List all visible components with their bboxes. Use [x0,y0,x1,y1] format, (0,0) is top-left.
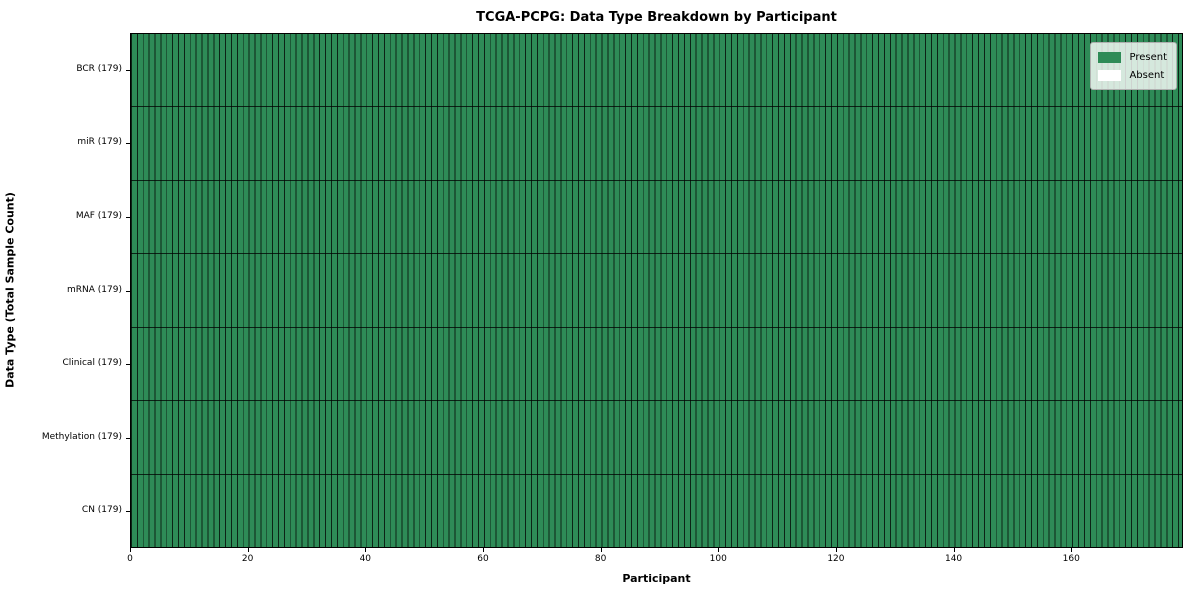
y-tick-label: BCR (179) [76,63,122,74]
y-tick-label: MAF (179) [75,210,122,221]
x-tick-mark [365,548,367,552]
y-tick-label: Clinical (179) [62,358,122,369]
x-tick-label: 0 [127,554,133,564]
x-tick-mark [718,548,720,552]
chart-title: TCGA-PCPG: Data Type Breakdown by Partic… [476,10,837,25]
x-tick-label: 80 [594,554,607,564]
heatmap-rows [131,34,1182,547]
heat-row [131,106,1182,180]
x-tick-mark [835,548,837,552]
heat-row [131,400,1182,474]
plot-area: Present Absent [130,33,1183,548]
y-tick-label: mRNA (179) [67,284,122,295]
legend: Present Absent [1090,42,1177,90]
y-tick-mark [126,143,130,145]
x-tick-label: 40 [359,554,372,564]
legend-item: Present [1098,48,1167,66]
heat-row [131,473,1182,547]
x-tick-label: 60 [477,554,489,564]
y-tick-label: CN (179) [81,505,122,516]
y-tick-mark [126,216,130,218]
y-tick-label: Methylation (179) [41,431,122,442]
y-tick-mark [126,437,130,439]
x-tick-mark [482,548,484,552]
y-tick-mark [126,69,130,71]
x-tick-mark [953,548,955,552]
x-tick-mark [247,548,249,552]
x-tick-mark [600,548,602,552]
heat-row [131,326,1182,401]
y-tick-mark [126,511,130,513]
x-tick-label: 20 [241,554,254,564]
y-tick-mark [126,290,130,292]
x-tick-label: 140 [944,554,963,564]
x-axis-label: Participant [622,572,691,585]
legend-label: Present [1129,51,1167,63]
x-tick-label: 160 [1062,554,1080,564]
y-tick-label: miR (179) [77,137,122,148]
legend-label: Absent [1129,69,1165,81]
legend-item: Absent [1098,66,1167,84]
x-tick-label: 120 [827,554,845,564]
y-tick-mark [126,364,130,366]
legend-swatch-absent [1098,69,1122,81]
x-tick-mark [130,548,131,552]
x-tick-mark [1071,548,1073,552]
heat-row [131,34,1182,107]
heat-row [131,253,1182,327]
heat-row [131,179,1182,254]
x-tick-label: 100 [709,554,727,564]
legend-swatch-present [1098,51,1122,63]
